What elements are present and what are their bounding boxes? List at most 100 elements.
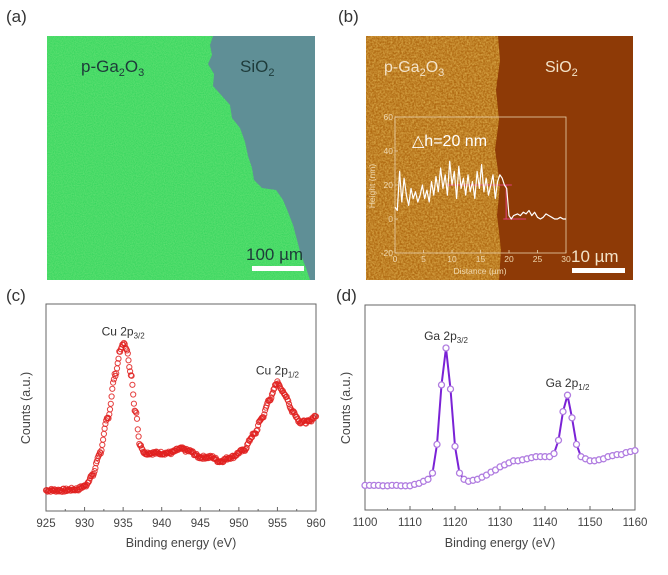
inset-y-tick-label: 20: [384, 180, 394, 190]
cu-data-point: [67, 487, 74, 494]
x-tick-label: 940: [152, 518, 171, 530]
panel-b-scale-bar: [572, 268, 625, 273]
peak-label: Cu 2p1/2: [256, 364, 300, 380]
x-tick-label: 1140: [533, 517, 558, 529]
peak-label: Ga 2p3/2: [424, 329, 468, 345]
inset-x-tick-label: 5: [421, 254, 426, 264]
cu-data-point: [126, 364, 133, 371]
cu-data-point: [133, 415, 141, 422]
cu-data-point: [100, 430, 108, 437]
inset-x-axis-label: Distance (µm): [453, 266, 506, 276]
x-axis-label-c: Binding energy (eV): [126, 536, 236, 550]
y-axis-label-d: Counts (a.u.): [339, 372, 353, 444]
inset-y-tick-label: 40: [384, 146, 394, 156]
ga-data-point: [442, 344, 450, 352]
cu-data-point: [261, 411, 268, 418]
cu-data-point: [114, 360, 121, 367]
cu-data-point: [133, 409, 140, 416]
panel-d-tag: (d): [336, 286, 357, 305]
ga-data-point: [550, 449, 558, 458]
cu-data-point: [269, 389, 276, 396]
cu-data-point: [115, 355, 122, 362]
cu-data-point: [113, 365, 121, 372]
panel-a-scale-label: 100 µm: [246, 245, 303, 264]
ga-data-point: [428, 469, 437, 477]
cu-data-point: [283, 393, 290, 400]
panel-b-tag: (b): [338, 7, 359, 26]
cu-data-point: [124, 350, 131, 357]
panel-b-substrate-label: SiO2: [545, 59, 578, 79]
inset-x-tick-label: 30: [561, 254, 571, 264]
cu-data-point: [105, 415, 112, 422]
panel-b-scale-label: 10 µm: [571, 247, 619, 266]
panel-a-tag: (a): [6, 7, 27, 26]
x-tick-label: 955: [268, 518, 287, 530]
panel-a-film-label: p-Ga2O3: [81, 57, 144, 79]
ga-data-point: [572, 440, 581, 449]
panel-b-afm-image: [366, 36, 633, 280]
cu-data-point: [109, 385, 116, 392]
xps-ga-chart: 1100 1110 1120 1130 1140 1150 1160 Ga 2p3/2 Ga …: [339, 304, 648, 550]
ga-data-point: [631, 446, 639, 455]
cu-data-point: [252, 430, 259, 437]
cu-data-point: [107, 400, 114, 407]
x-tick-label: 1160: [623, 517, 648, 529]
cu-data-point: [90, 470, 97, 477]
panel-a-optical-image: [47, 36, 315, 280]
cu-data-point: [125, 357, 132, 364]
x-tick-label: 1150: [578, 517, 603, 529]
panel-c-tag: (c): [6, 286, 26, 305]
cu-data-point: [135, 433, 142, 440]
cu-data-point: [260, 414, 267, 421]
panel-a-substrate-label: SiO2: [240, 57, 274, 79]
height-profile-line: [394, 160, 566, 220]
inset-x-tick-label: 10: [447, 254, 457, 264]
cu-data-point: [128, 372, 135, 379]
inset-y-tick-label: 60: [384, 112, 394, 122]
x-axis-label-d: Binding energy (eV): [445, 536, 555, 550]
ga-data-point: [446, 385, 455, 393]
cu-data-point: [106, 406, 114, 413]
cu-data-point: [100, 436, 107, 443]
ga-data-point: [424, 475, 432, 483]
plot-frame-d: [364, 304, 636, 511]
ga-data-point: [433, 440, 441, 449]
cu-data-point: [130, 391, 137, 398]
cu-data-point: [312, 413, 320, 420]
cu-data-point: [129, 381, 136, 388]
cu-data-point: [123, 347, 131, 354]
x-tick-label: 1100: [353, 517, 378, 529]
x-tick-label: 960: [306, 518, 325, 530]
x-tick-label: 945: [191, 518, 210, 530]
film-texture: [47, 36, 310, 280]
inset-y-axis-label: Height (nm): [367, 164, 377, 209]
cu-data-point: [102, 420, 109, 427]
inset-y-tick-label: 0: [388, 214, 393, 224]
x-tick-label: 1110: [398, 517, 422, 529]
film-texture: [366, 36, 501, 280]
cu-data-point: [254, 426, 261, 433]
y-axis-label-c: Counts (a.u.): [19, 372, 33, 444]
inset-x-tick-label: 0: [393, 254, 398, 264]
cu-data-point: [134, 426, 141, 433]
cu-data-point: [97, 450, 104, 457]
cu-data-point: [108, 393, 115, 400]
cu-data-point: [91, 468, 98, 475]
ga-data-point: [455, 469, 464, 477]
x-tick-label: 950: [229, 518, 248, 530]
ga-data-point: [563, 391, 572, 399]
ga-data-point: [437, 381, 446, 389]
cu-data-point: [112, 372, 119, 380]
cu-data-point: [285, 400, 293, 408]
cu-data-point: [96, 449, 104, 456]
x-tick-label: 1120: [443, 517, 468, 529]
xps-cu-chart: 925 930 935 940 945 950 955 960 Cu 2p3/2 Cu 2p1/…: [19, 303, 326, 550]
cu-data-point: [110, 379, 117, 386]
inset-x-tick-label: 25: [533, 254, 543, 264]
cu-data-point: [104, 414, 111, 421]
ga-data-point: [554, 436, 563, 444]
inset-x-tick-label: 20: [504, 254, 514, 264]
ga-data-point: [451, 442, 459, 451]
